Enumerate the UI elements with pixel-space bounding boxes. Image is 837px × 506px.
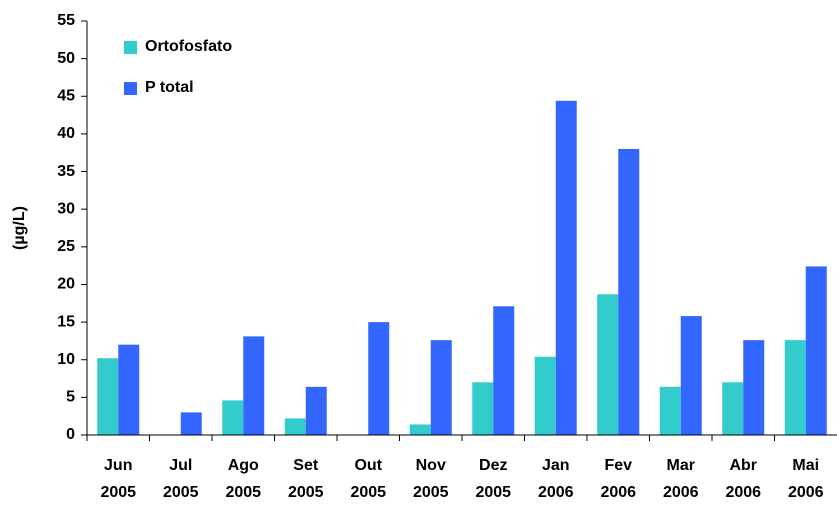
x-tick-label: 2006 xyxy=(663,484,699,501)
bar xyxy=(493,306,515,435)
bar xyxy=(784,340,806,435)
bar xyxy=(368,322,390,435)
x-tick-label: Ago xyxy=(228,457,259,474)
y-axis-label: (µg/L) xyxy=(11,206,28,250)
y-tick-label: 40 xyxy=(57,125,75,142)
bar xyxy=(243,336,265,435)
legend-swatch xyxy=(124,82,137,95)
y-tick-label: 55 xyxy=(57,12,75,29)
x-tick-label: 2005 xyxy=(288,484,324,501)
x-tick-label: Jul xyxy=(169,457,192,474)
y-tick-label: 30 xyxy=(57,200,75,217)
x-tick-label: Jan xyxy=(542,457,570,474)
x-tick-label: Nov xyxy=(416,457,446,474)
x-tick-label: 2005 xyxy=(350,484,386,501)
bar xyxy=(118,344,140,435)
bar xyxy=(743,340,765,435)
bar xyxy=(597,294,619,435)
x-tick-label: Set xyxy=(293,457,319,474)
x-tick-label: Abr xyxy=(729,457,757,474)
bar xyxy=(430,340,452,435)
x-tick-label: Mar xyxy=(667,457,695,474)
x-tick-label: 2006 xyxy=(538,484,574,501)
y-tick-label: 35 xyxy=(57,163,75,180)
x-tick-label: 2005 xyxy=(163,484,199,501)
x-tick-label: 2005 xyxy=(100,484,136,501)
bar xyxy=(305,386,327,435)
bar xyxy=(284,418,306,435)
bar xyxy=(180,412,202,435)
y-tick-label: 10 xyxy=(57,351,75,368)
y-tick-label: 5 xyxy=(66,389,75,406)
bar xyxy=(722,382,744,435)
x-tick-label: Jun xyxy=(104,457,132,474)
y-tick-label: 25 xyxy=(57,238,75,255)
bar xyxy=(680,316,702,435)
x-tick-label: 2006 xyxy=(725,484,761,501)
x-tick-label: 2005 xyxy=(413,484,449,501)
bar xyxy=(555,100,577,435)
x-tick-label: 2005 xyxy=(225,484,261,501)
x-tick-label: Mai xyxy=(792,457,819,474)
x-tick-label: Dez xyxy=(479,457,507,474)
y-tick-label: 50 xyxy=(57,50,75,67)
y-tick-label: 0 xyxy=(66,426,75,443)
bar xyxy=(534,356,556,435)
bar xyxy=(222,400,244,435)
x-tick-label: 2006 xyxy=(600,484,636,501)
y-tick-label: 20 xyxy=(57,276,75,293)
x-tick-label: Out xyxy=(354,457,382,474)
x-tick-label: Fev xyxy=(604,457,632,474)
bar xyxy=(409,424,431,435)
y-tick-label: 45 xyxy=(57,87,75,104)
y-tick-label: 15 xyxy=(57,313,75,330)
legend-swatch xyxy=(124,41,137,54)
x-tick-label: 2005 xyxy=(475,484,511,501)
bar xyxy=(97,358,119,435)
bar xyxy=(472,382,494,435)
bar xyxy=(805,266,827,435)
legend-label: Ortofosfato xyxy=(145,38,232,55)
legend-label: P total xyxy=(145,79,194,96)
bar xyxy=(618,148,640,436)
x-tick-label: 2006 xyxy=(788,484,824,501)
bar xyxy=(659,386,681,435)
